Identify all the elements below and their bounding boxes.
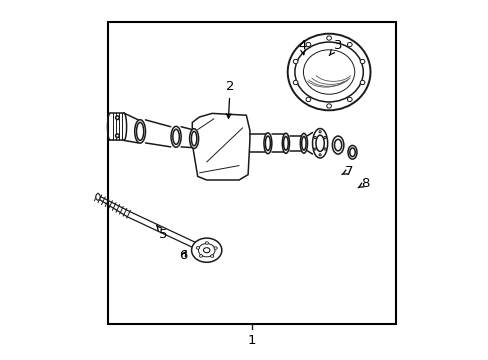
Ellipse shape (324, 136, 325, 139)
Ellipse shape (326, 104, 331, 108)
Ellipse shape (96, 194, 100, 200)
Ellipse shape (349, 148, 354, 157)
Ellipse shape (312, 129, 327, 158)
Ellipse shape (205, 242, 208, 244)
Ellipse shape (324, 148, 325, 150)
Ellipse shape (347, 97, 351, 102)
Text: 6: 6 (179, 249, 187, 262)
Ellipse shape (318, 131, 321, 133)
Ellipse shape (318, 154, 321, 156)
Ellipse shape (315, 135, 324, 152)
Ellipse shape (305, 42, 310, 47)
Ellipse shape (294, 42, 363, 102)
Polygon shape (192, 113, 249, 180)
Ellipse shape (191, 131, 196, 146)
Ellipse shape (115, 116, 119, 120)
Text: 4: 4 (297, 39, 305, 55)
Ellipse shape (198, 244, 215, 257)
Ellipse shape (134, 120, 145, 143)
Ellipse shape (189, 129, 198, 149)
Ellipse shape (326, 36, 331, 40)
Ellipse shape (360, 80, 364, 85)
Ellipse shape (196, 247, 199, 249)
Ellipse shape (313, 148, 316, 150)
Text: 8: 8 (357, 177, 368, 190)
Text: 7: 7 (341, 165, 352, 177)
Ellipse shape (136, 122, 143, 140)
Ellipse shape (282, 133, 289, 153)
Ellipse shape (313, 136, 316, 139)
Ellipse shape (305, 97, 310, 102)
Text: 5: 5 (156, 225, 167, 240)
Ellipse shape (287, 34, 370, 110)
Ellipse shape (210, 255, 213, 257)
Ellipse shape (360, 59, 364, 64)
Text: 2: 2 (225, 80, 234, 118)
Text: 1: 1 (247, 334, 255, 347)
Ellipse shape (303, 50, 354, 94)
Ellipse shape (214, 247, 217, 249)
Ellipse shape (283, 136, 287, 150)
Bar (107, 22, 395, 324)
Ellipse shape (203, 248, 209, 253)
Ellipse shape (347, 145, 356, 159)
Ellipse shape (191, 238, 222, 262)
Ellipse shape (115, 134, 119, 138)
Ellipse shape (293, 80, 297, 85)
Ellipse shape (264, 133, 271, 154)
Ellipse shape (347, 42, 351, 47)
Ellipse shape (300, 134, 307, 153)
Ellipse shape (334, 139, 341, 151)
Ellipse shape (293, 59, 297, 64)
Ellipse shape (172, 129, 179, 144)
Ellipse shape (199, 255, 203, 257)
Text: 3: 3 (328, 39, 342, 55)
Ellipse shape (332, 136, 343, 154)
Ellipse shape (301, 136, 305, 150)
Ellipse shape (171, 126, 181, 147)
Ellipse shape (265, 136, 270, 150)
